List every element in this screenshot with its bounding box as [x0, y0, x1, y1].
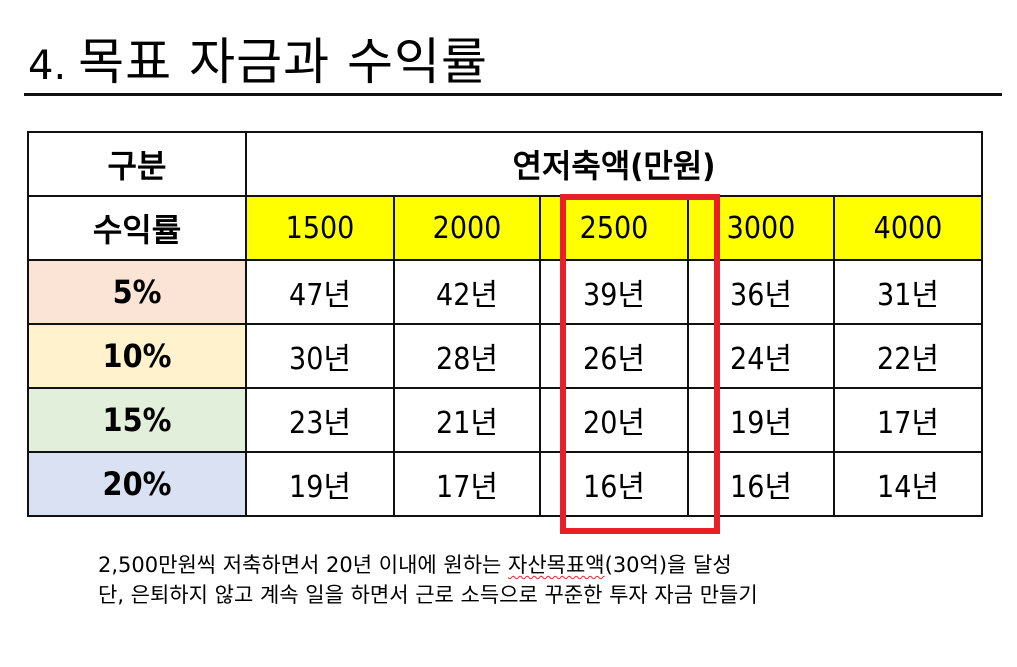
note-line-1-post: (30억)을 달성	[604, 553, 732, 577]
table-row: 15% 23년 21년 20년 19년 17년	[27, 387, 983, 453]
note-line-1-underlined: 자산목표액	[508, 553, 605, 577]
amount-cell: 3000	[687, 195, 835, 261]
years-cell: 24년	[687, 323, 835, 389]
years-cell: 19년	[245, 451, 395, 517]
title-number: 4.	[28, 43, 67, 89]
years-cell: 14년	[833, 451, 983, 517]
header-category: 구분	[27, 131, 247, 197]
years-cell: 23년	[245, 387, 395, 453]
rate-cell: 10%	[27, 323, 247, 389]
years-cell: 31년	[833, 259, 983, 325]
rate-cell: 20%	[27, 451, 247, 517]
rate-cell: 15%	[27, 387, 247, 453]
years-cell: 16년	[687, 451, 835, 517]
table-amount-row: 수익률 1500 2000 2500 3000 4000	[27, 195, 983, 261]
title-underline-divider	[24, 93, 1002, 96]
amount-cell: 1500	[245, 195, 395, 261]
table-row: 10% 30년 28년 26년 24년 22년	[27, 323, 983, 389]
amount-cell: 4000	[833, 195, 983, 261]
years-cell: 22년	[833, 323, 983, 389]
highlight-column-box	[560, 194, 720, 534]
slide-title: 4. 목표 자금과 수익률	[28, 22, 488, 91]
years-cell: 17년	[393, 451, 541, 517]
table-row: 5% 47년 42년 39년 36년 31년	[27, 259, 983, 325]
title-text: 목표 자금과 수익률	[78, 33, 488, 91]
note-line-2: 단, 은퇴하지 않고 계속 일을 하면서 근로 소득으로 꾸준한 투자 자금 만…	[98, 583, 758, 607]
rate-cell: 5%	[27, 259, 247, 325]
years-cell: 30년	[245, 323, 395, 389]
years-cell: 47년	[245, 259, 395, 325]
summary-note: 2,500만원씩 저축하면서 20년 이내에 원하는 자산목표액(30억)을 달…	[98, 550, 758, 610]
years-cell: 28년	[393, 323, 541, 389]
amount-cell: 2000	[393, 195, 541, 261]
header-return-rate: 수익률	[27, 195, 247, 261]
table-header-row: 구분 연저축액(만원)	[27, 131, 983, 197]
years-cell: 17년	[833, 387, 983, 453]
table-row: 20% 19년 17년 16년 16년 14년	[27, 451, 983, 517]
years-cell: 19년	[687, 387, 835, 453]
years-cell: 36년	[687, 259, 835, 325]
years-cell: 21년	[393, 387, 541, 453]
note-line-1-pre: 2,500만원씩 저축하면서 20년 이내에 원하는	[98, 553, 509, 577]
header-annual-savings: 연저축액(만원)	[245, 131, 983, 197]
years-cell: 42년	[393, 259, 541, 325]
savings-goal-table: 구분 연저축액(만원) 수익률 1500 2000 2500 3000 4000…	[27, 131, 983, 517]
note-line-1: 2,500만원씩 저축하면서 20년 이내에 원하는 자산목표액(30억)을 달…	[98, 550, 758, 580]
